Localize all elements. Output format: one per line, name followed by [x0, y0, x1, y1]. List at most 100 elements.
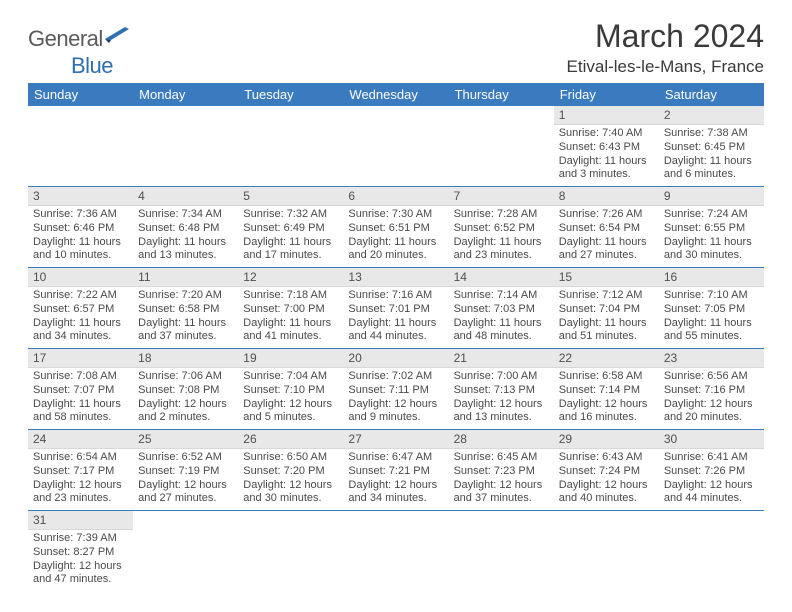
day-line-d1: Daylight: 11 hours [664, 155, 759, 169]
calendar-table: Sunday Monday Tuesday Wednesday Thursday… [28, 83, 764, 591]
day-line-d2: and 2 minutes. [138, 411, 233, 425]
day-number: 27 [343, 430, 448, 449]
day-body: Sunrise: 7:28 AMSunset: 6:52 PMDaylight:… [449, 206, 554, 267]
calendar-cell [449, 106, 554, 187]
calendar-cell [133, 106, 238, 187]
day-line-d1: Daylight: 12 hours [138, 479, 233, 493]
day-line-sr: Sunrise: 6:52 AM [138, 451, 233, 465]
day-line-d2: and 10 minutes. [33, 249, 128, 263]
calendar-cell: 22Sunrise: 6:58 AMSunset: 7:14 PMDayligh… [554, 349, 659, 430]
day-line-d1: Daylight: 12 hours [33, 479, 128, 493]
day-line-sr: Sunrise: 7:40 AM [559, 127, 654, 141]
calendar-cell: 31Sunrise: 7:39 AMSunset: 8:27 PMDayligh… [28, 511, 133, 592]
location: Etival-les-le-Mans, France [567, 57, 764, 77]
day-line-d1: Daylight: 12 hours [348, 398, 443, 412]
day-line-sr: Sunrise: 7:32 AM [243, 208, 338, 222]
day-line-ss: Sunset: 7:03 PM [454, 303, 549, 317]
day-line-d1: Daylight: 12 hours [243, 479, 338, 493]
day-line-d1: Daylight: 11 hours [348, 317, 443, 331]
calendar-cell: 2Sunrise: 7:38 AMSunset: 6:45 PMDaylight… [659, 106, 764, 187]
day-line-ss: Sunset: 8:27 PM [33, 546, 128, 560]
day-number: 5 [238, 187, 343, 206]
day-body: Sunrise: 7:24 AMSunset: 6:55 PMDaylight:… [659, 206, 764, 267]
day-line-d2: and 27 minutes. [138, 492, 233, 506]
day-body: Sunrise: 7:16 AMSunset: 7:01 PMDaylight:… [343, 287, 448, 348]
day-line-sr: Sunrise: 7:30 AM [348, 208, 443, 222]
day-line-ss: Sunset: 7:24 PM [559, 465, 654, 479]
day-line-sr: Sunrise: 6:54 AM [33, 451, 128, 465]
calendar-cell: 5Sunrise: 7:32 AMSunset: 6:49 PMDaylight… [238, 187, 343, 268]
day-body: Sunrise: 6:41 AMSunset: 7:26 PMDaylight:… [659, 449, 764, 510]
day-line-ss: Sunset: 7:10 PM [243, 384, 338, 398]
calendar-cell: 26Sunrise: 6:50 AMSunset: 7:20 PMDayligh… [238, 430, 343, 511]
calendar-body: 1Sunrise: 7:40 AMSunset: 6:43 PMDaylight… [28, 106, 764, 591]
day-line-d2: and 58 minutes. [33, 411, 128, 425]
day-line-ss: Sunset: 7:08 PM [138, 384, 233, 398]
day-line-sr: Sunrise: 7:08 AM [33, 370, 128, 384]
day-number: 23 [659, 349, 764, 368]
day-line-ss: Sunset: 7:00 PM [243, 303, 338, 317]
day-line-sr: Sunrise: 7:22 AM [33, 289, 128, 303]
day-line-d2: and 44 minutes. [664, 492, 759, 506]
calendar-header-row: Sunday Monday Tuesday Wednesday Thursday… [28, 83, 764, 106]
weekday-header: Thursday [449, 83, 554, 106]
day-line-d1: Daylight: 11 hours [33, 236, 128, 250]
day-body: Sunrise: 6:43 AMSunset: 7:24 PMDaylight:… [554, 449, 659, 510]
calendar-cell: 10Sunrise: 7:22 AMSunset: 6:57 PMDayligh… [28, 268, 133, 349]
day-body: Sunrise: 6:56 AMSunset: 7:16 PMDaylight:… [659, 368, 764, 429]
day-line-d1: Daylight: 12 hours [454, 479, 549, 493]
day-body: Sunrise: 7:14 AMSunset: 7:03 PMDaylight:… [449, 287, 554, 348]
day-number: 25 [133, 430, 238, 449]
day-line-ss: Sunset: 7:07 PM [33, 384, 128, 398]
day-number: 26 [238, 430, 343, 449]
calendar-cell: 12Sunrise: 7:18 AMSunset: 7:00 PMDayligh… [238, 268, 343, 349]
day-line-ss: Sunset: 7:20 PM [243, 465, 338, 479]
day-line-sr: Sunrise: 7:10 AM [664, 289, 759, 303]
day-line-d1: Daylight: 11 hours [559, 155, 654, 169]
day-line-d2: and 6 minutes. [664, 168, 759, 182]
day-line-d1: Daylight: 12 hours [559, 398, 654, 412]
day-line-ss: Sunset: 6:57 PM [33, 303, 128, 317]
day-body: Sunrise: 7:08 AMSunset: 7:07 PMDaylight:… [28, 368, 133, 429]
day-number: 14 [449, 268, 554, 287]
day-line-d1: Daylight: 11 hours [33, 317, 128, 331]
day-line-d2: and 13 minutes. [138, 249, 233, 263]
day-number: 20 [343, 349, 448, 368]
day-line-ss: Sunset: 6:43 PM [559, 141, 654, 155]
day-line-d1: Daylight: 11 hours [33, 398, 128, 412]
calendar-cell: 6Sunrise: 7:30 AMSunset: 6:51 PMDaylight… [343, 187, 448, 268]
day-line-d2: and 44 minutes. [348, 330, 443, 344]
calendar-cell: 8Sunrise: 7:26 AMSunset: 6:54 PMDaylight… [554, 187, 659, 268]
logo: General [28, 26, 131, 52]
day-line-d1: Daylight: 11 hours [454, 317, 549, 331]
day-line-d2: and 55 minutes. [664, 330, 759, 344]
day-line-d2: and 37 minutes. [454, 492, 549, 506]
day-line-d2: and 20 minutes. [348, 249, 443, 263]
day-number: 28 [449, 430, 554, 449]
day-number: 13 [343, 268, 448, 287]
day-line-ss: Sunset: 7:21 PM [348, 465, 443, 479]
day-line-d2: and 23 minutes. [454, 249, 549, 263]
weekday-header: Friday [554, 83, 659, 106]
day-line-sr: Sunrise: 7:02 AM [348, 370, 443, 384]
calendar-cell: 21Sunrise: 7:00 AMSunset: 7:13 PMDayligh… [449, 349, 554, 430]
day-line-d1: Daylight: 11 hours [243, 317, 338, 331]
day-line-ss: Sunset: 7:04 PM [559, 303, 654, 317]
day-line-sr: Sunrise: 7:26 AM [559, 208, 654, 222]
weekday-header: Tuesday [238, 83, 343, 106]
header: General March 2024 Etival-les-le-Mans, F… [28, 18, 764, 77]
day-number: 3 [28, 187, 133, 206]
day-line-ss: Sunset: 7:23 PM [454, 465, 549, 479]
day-line-d1: Daylight: 12 hours [454, 398, 549, 412]
calendar-cell [133, 511, 238, 592]
day-line-ss: Sunset: 6:49 PM [243, 222, 338, 236]
day-body: Sunrise: 7:02 AMSunset: 7:11 PMDaylight:… [343, 368, 448, 429]
day-body: Sunrise: 7:18 AMSunset: 7:00 PMDaylight:… [238, 287, 343, 348]
day-line-d2: and 27 minutes. [559, 249, 654, 263]
day-line-sr: Sunrise: 7:20 AM [138, 289, 233, 303]
calendar-cell: 25Sunrise: 6:52 AMSunset: 7:19 PMDayligh… [133, 430, 238, 511]
calendar-cell [343, 511, 448, 592]
calendar-cell [343, 106, 448, 187]
day-line-d2: and 13 minutes. [454, 411, 549, 425]
day-number: 8 [554, 187, 659, 206]
